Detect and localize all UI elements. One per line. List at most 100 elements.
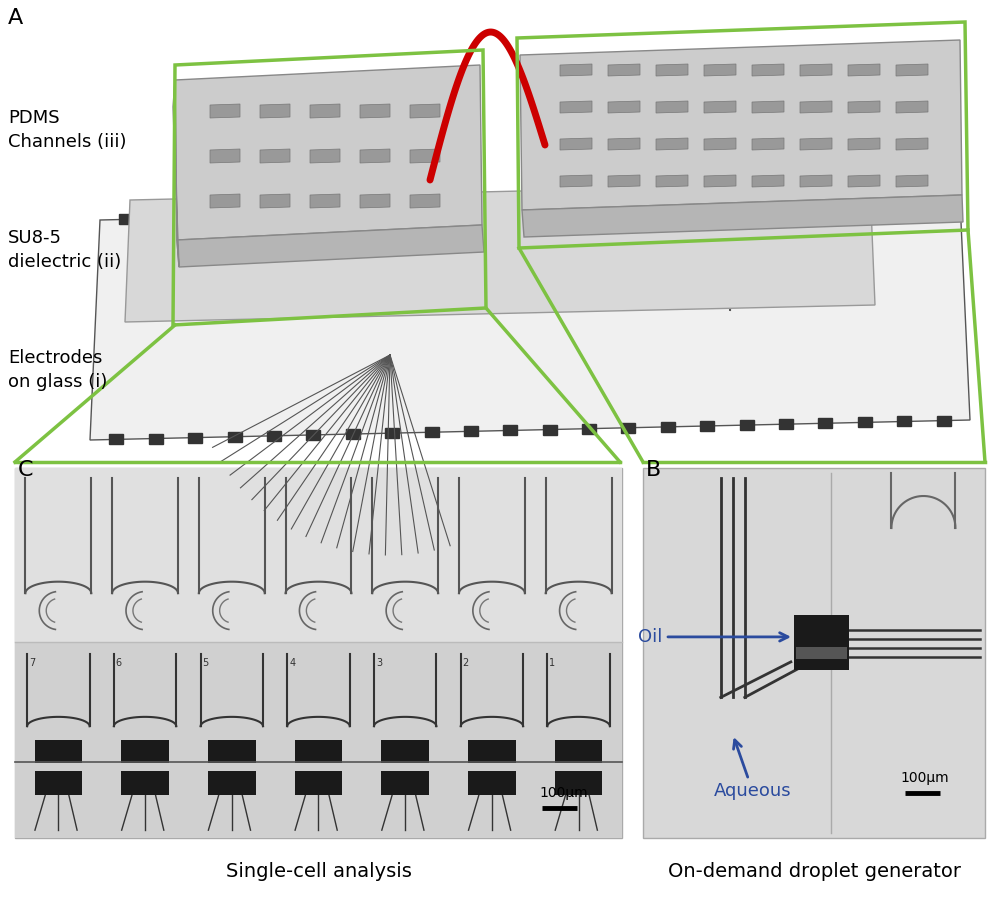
Bar xyxy=(621,423,635,433)
Text: Electrodes
on glass (i): Electrodes on glass (i) xyxy=(8,350,107,390)
Bar xyxy=(937,416,951,426)
Polygon shape xyxy=(896,175,928,187)
Polygon shape xyxy=(210,149,240,163)
Bar xyxy=(696,201,710,211)
Bar xyxy=(425,428,439,438)
Bar xyxy=(381,740,429,764)
Bar xyxy=(378,234,391,242)
Bar xyxy=(470,237,483,245)
Bar xyxy=(555,740,602,764)
Text: PDMS
Channels (iii): PDMS Channels (iii) xyxy=(8,109,126,151)
Polygon shape xyxy=(848,175,880,187)
Bar xyxy=(267,430,281,440)
Polygon shape xyxy=(896,138,928,150)
Polygon shape xyxy=(656,138,688,150)
Polygon shape xyxy=(704,101,736,113)
Bar xyxy=(740,420,754,430)
Polygon shape xyxy=(800,64,832,76)
Polygon shape xyxy=(360,104,390,118)
Bar xyxy=(121,771,169,794)
Text: 1: 1 xyxy=(549,657,556,667)
Polygon shape xyxy=(608,101,640,113)
Text: 6: 6 xyxy=(116,657,122,667)
Bar xyxy=(109,434,123,444)
Bar xyxy=(818,419,832,429)
Bar xyxy=(532,240,545,247)
Bar xyxy=(735,200,749,210)
Bar xyxy=(661,422,675,432)
Polygon shape xyxy=(310,194,340,208)
Polygon shape xyxy=(360,149,390,163)
Polygon shape xyxy=(608,64,640,76)
Bar xyxy=(464,427,478,437)
Bar xyxy=(897,417,911,427)
Bar xyxy=(581,203,595,213)
Bar xyxy=(385,429,399,439)
Polygon shape xyxy=(177,225,484,267)
Polygon shape xyxy=(608,138,640,150)
Bar xyxy=(196,212,210,222)
Polygon shape xyxy=(752,175,784,187)
Bar xyxy=(658,202,672,212)
Text: 7: 7 xyxy=(29,657,35,667)
Bar xyxy=(35,771,82,794)
Bar xyxy=(316,232,329,241)
Text: A: A xyxy=(8,8,23,28)
Bar xyxy=(563,241,576,248)
Text: Single-cell analysis: Single-cell analysis xyxy=(226,862,411,881)
Bar xyxy=(785,255,795,262)
Polygon shape xyxy=(360,194,390,208)
Bar xyxy=(347,233,360,242)
Bar xyxy=(468,740,516,764)
Polygon shape xyxy=(173,80,179,267)
Bar xyxy=(850,197,864,207)
Polygon shape xyxy=(520,40,962,210)
Text: 100μm: 100μm xyxy=(900,771,949,785)
Bar xyxy=(796,646,847,659)
Polygon shape xyxy=(848,64,880,76)
Bar xyxy=(208,740,256,764)
Polygon shape xyxy=(560,138,592,150)
Text: 4: 4 xyxy=(289,657,295,667)
Polygon shape xyxy=(410,104,440,118)
Polygon shape xyxy=(800,138,832,150)
Bar xyxy=(582,424,596,434)
Text: 5: 5 xyxy=(203,657,209,667)
Bar xyxy=(501,238,514,246)
Polygon shape xyxy=(752,101,784,113)
Bar xyxy=(149,433,163,443)
Polygon shape xyxy=(260,149,290,163)
Text: Aqueous: Aqueous xyxy=(714,740,792,801)
Bar xyxy=(619,202,633,212)
Bar xyxy=(381,771,429,794)
Polygon shape xyxy=(522,195,963,237)
Bar xyxy=(157,213,171,223)
Bar xyxy=(15,642,622,838)
Bar xyxy=(439,236,452,244)
Polygon shape xyxy=(560,101,592,113)
Text: 3: 3 xyxy=(376,657,382,667)
Polygon shape xyxy=(608,175,640,187)
Polygon shape xyxy=(656,64,688,76)
Bar xyxy=(741,253,751,261)
Bar xyxy=(504,205,518,215)
Bar xyxy=(555,771,602,794)
Bar xyxy=(228,431,242,441)
Polygon shape xyxy=(848,101,880,113)
Bar xyxy=(35,740,82,764)
Text: C: C xyxy=(18,460,34,480)
Text: 100μm: 100μm xyxy=(539,786,588,800)
Polygon shape xyxy=(90,200,970,440)
Bar xyxy=(295,740,342,764)
Polygon shape xyxy=(752,138,784,150)
Polygon shape xyxy=(410,149,440,163)
Bar xyxy=(295,771,342,794)
Polygon shape xyxy=(896,101,928,113)
Polygon shape xyxy=(704,138,736,150)
Bar xyxy=(503,426,517,436)
Bar xyxy=(306,429,320,439)
Bar xyxy=(208,771,256,794)
Polygon shape xyxy=(410,194,440,208)
Bar xyxy=(812,198,826,208)
Bar xyxy=(311,210,325,220)
